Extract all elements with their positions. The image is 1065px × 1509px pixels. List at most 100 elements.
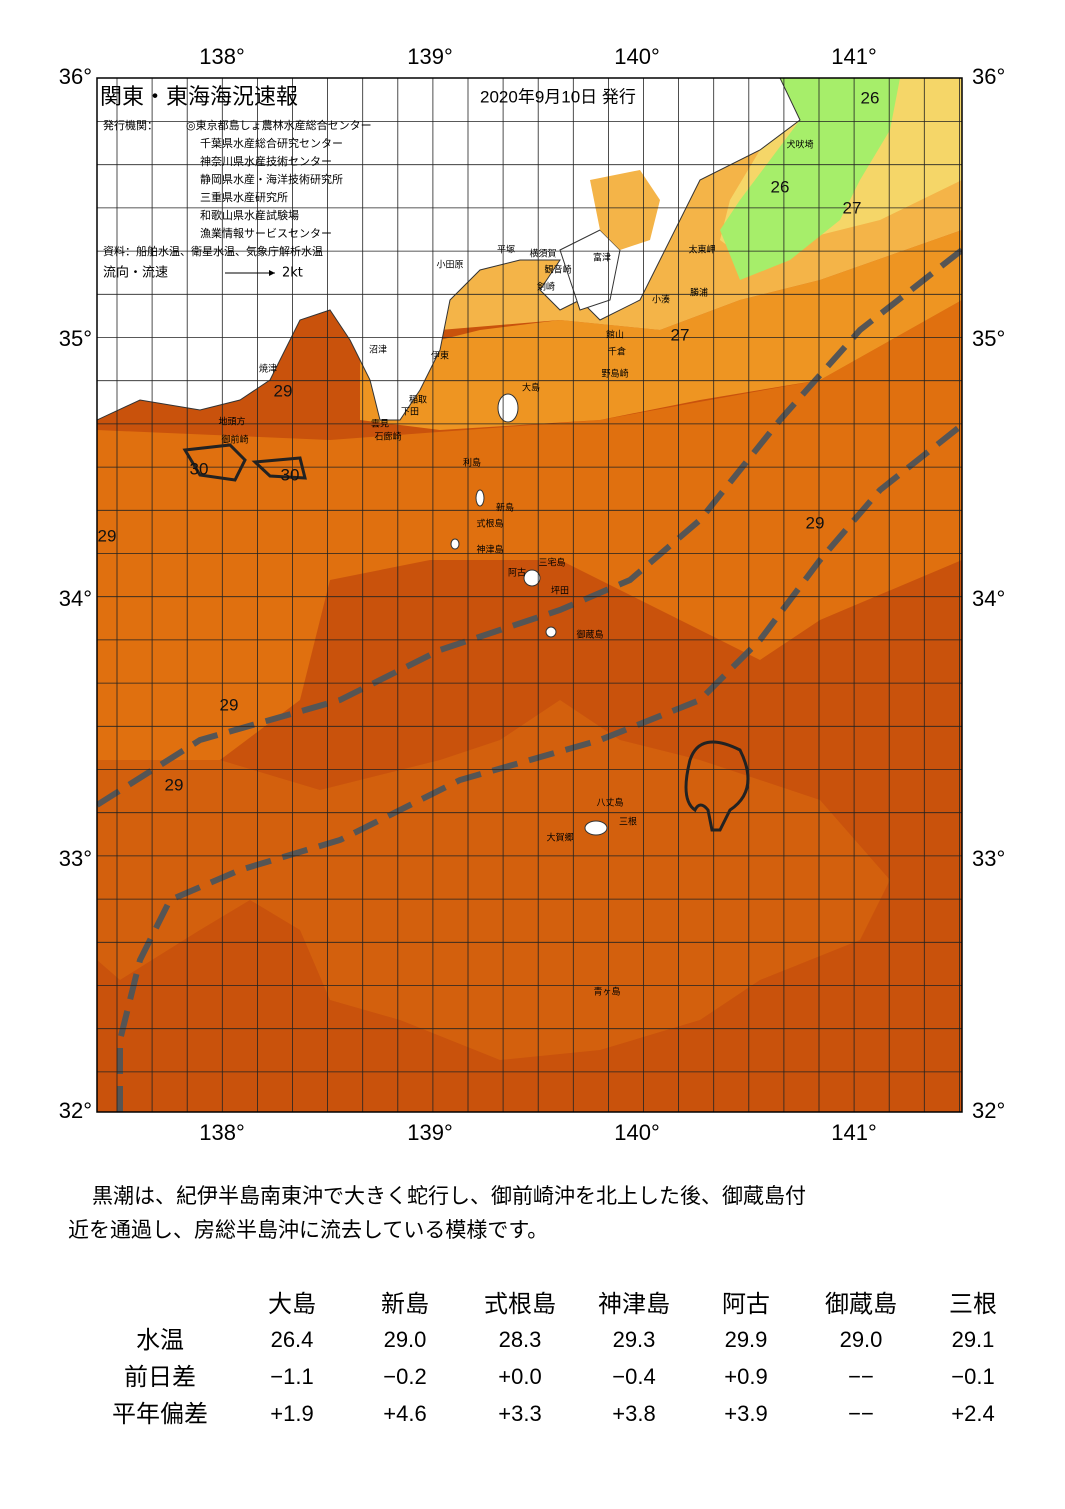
place-label: 神津島 bbox=[476, 544, 503, 556]
cell: 29.0 bbox=[840, 1327, 883, 1352]
cell: 29.0 bbox=[384, 1327, 427, 1352]
place-label: 大島 bbox=[522, 382, 540, 394]
sea-zone bbox=[720, 78, 900, 280]
place-label: 野島崎 bbox=[601, 368, 628, 380]
cell: +4.6 bbox=[383, 1401, 426, 1426]
temperature-label: 29 bbox=[165, 775, 184, 794]
place-label: 雲見 bbox=[371, 419, 389, 430]
place-label: 式根島 bbox=[476, 518, 503, 530]
island bbox=[523, 569, 541, 587]
place-label: 剣崎 bbox=[537, 281, 555, 293]
issuer: 神奈川県水産技術センター bbox=[200, 154, 332, 168]
temperature-label: 30 bbox=[190, 459, 209, 478]
cell: −0.4 bbox=[612, 1364, 655, 1389]
place-label: 千倉 bbox=[608, 346, 626, 358]
lat-label-right: 35° bbox=[972, 326, 1005, 351]
place-label: 石廊崎 bbox=[374, 431, 401, 443]
cell: 29.1 bbox=[952, 1327, 995, 1352]
place-label: 伊東 bbox=[431, 350, 449, 362]
land bbox=[97, 78, 801, 421]
temperature-label: 27 bbox=[671, 325, 690, 344]
kuroshio-axis bbox=[97, 247, 962, 808]
column-header: 阿古 bbox=[722, 1290, 770, 1318]
place-label: 大賀郷 bbox=[546, 832, 573, 844]
column-header: 式根島 bbox=[484, 1290, 556, 1318]
cell: −0.1 bbox=[951, 1364, 994, 1389]
place-label: 勝浦 bbox=[690, 287, 708, 299]
axis-labels: 138° 138° 139° 139° 140° 140° 141° 141° 36° 36° 35… bbox=[59, 44, 1006, 1145]
sea-zone bbox=[97, 300, 962, 760]
place-label: 御蔵島 bbox=[576, 629, 603, 641]
row-label: 前日差 bbox=[124, 1363, 196, 1391]
lon-label-top: 140° bbox=[614, 44, 660, 69]
row-label: 平年偏差 bbox=[112, 1400, 208, 1428]
source: 資料：船舶水温、衛星水温、気象庁解析水温 bbox=[103, 244, 323, 258]
place-label: 館山 bbox=[606, 329, 624, 341]
column-header: 大島 bbox=[268, 1290, 316, 1318]
lat-label-right: 32° bbox=[972, 1098, 1005, 1123]
cell: +3.8 bbox=[612, 1401, 655, 1426]
column-header: 三根 bbox=[949, 1290, 997, 1318]
cell: −− bbox=[848, 1364, 874, 1389]
temperature-labels: 26 26 27 27 29 30 30 29 29 29 29 bbox=[98, 88, 880, 794]
temperature-label: 26 bbox=[861, 88, 880, 107]
lon-label-bottom: 140° bbox=[614, 1120, 660, 1145]
kuroshio-axis bbox=[117, 422, 962, 1112]
place-label: 焼津 bbox=[259, 364, 277, 375]
temperature-label: 26 bbox=[771, 177, 790, 196]
place-label: 太東岬 bbox=[688, 244, 715, 256]
place-label: 三宅島 bbox=[538, 557, 565, 569]
lat-label-left: 32° bbox=[59, 1098, 92, 1123]
lat-label-right: 34° bbox=[972, 586, 1005, 611]
bay bbox=[590, 170, 660, 250]
issuer: 和歌山県水産試験場 bbox=[200, 208, 299, 222]
lon-label-top: 141° bbox=[831, 44, 877, 69]
lon-label-bottom: 138° bbox=[199, 1120, 245, 1145]
temperature-label: 29 bbox=[98, 526, 117, 545]
date: 2020年9月10日 発行 bbox=[480, 87, 636, 106]
issuers: ◎東京都島しょ農林水産総合センター千葉県水産総合研究センター神奈川県水産技術セン… bbox=[186, 118, 372, 240]
place-label: 沼津 bbox=[369, 345, 387, 356]
place-label: 地頭方 bbox=[218, 416, 245, 428]
cell: 28.3 bbox=[499, 1327, 542, 1352]
grid bbox=[97, 78, 962, 1112]
place-label: 八丈島 bbox=[596, 797, 623, 809]
island bbox=[584, 820, 608, 836]
lat-label-right: 36° bbox=[972, 64, 1005, 89]
lat-label-left: 33° bbox=[59, 846, 92, 871]
place-label: 御前崎 bbox=[221, 434, 248, 446]
island bbox=[497, 393, 519, 423]
description-line: 近を通過し、房総半島沖に流去している模様です。 bbox=[68, 1218, 548, 1242]
cell: 26.4 bbox=[271, 1327, 314, 1352]
sea-zone bbox=[360, 230, 962, 430]
issuer: 千葉県水産総合研究センター bbox=[200, 136, 343, 150]
lon-label-bottom: 139° bbox=[407, 1120, 453, 1145]
cell: +2.4 bbox=[951, 1401, 994, 1426]
lat-label-left: 36° bbox=[59, 64, 92, 89]
place-label: 犬吠埼 bbox=[786, 139, 813, 151]
lon-label-top: 138° bbox=[199, 44, 245, 69]
place-label: 坪田 bbox=[551, 586, 569, 597]
island bbox=[545, 626, 557, 638]
place-label: 小田原 bbox=[436, 260, 463, 271]
column-header: 御蔵島 bbox=[825, 1290, 897, 1318]
isotherm bbox=[251, 456, 307, 480]
place-label: 横須賀 bbox=[529, 248, 556, 260]
description: 黒潮は、紀伊半島南東沖で大きく蛇行し、御前崎沖を北上した後、御蔵島付近を通過し、… bbox=[68, 1184, 806, 1242]
flow-label: 流向・流速 bbox=[103, 265, 168, 281]
flow-scale: 2kt bbox=[282, 266, 303, 281]
isotherm bbox=[684, 740, 750, 832]
place-label: 稲取 bbox=[409, 394, 427, 406]
sea-zone bbox=[97, 700, 890, 1060]
issuer: ◎東京都島しょ農林水産総合センター bbox=[186, 118, 372, 132]
map-frame bbox=[96, 77, 963, 1113]
temperature-label: 29 bbox=[220, 695, 239, 714]
place-label: 下田 bbox=[401, 407, 419, 418]
lat-label-left: 34° bbox=[59, 586, 92, 611]
lon-label-top: 139° bbox=[407, 44, 453, 69]
place-label: 観音崎 bbox=[544, 264, 571, 276]
place-label: 青ヶ島 bbox=[593, 986, 620, 998]
